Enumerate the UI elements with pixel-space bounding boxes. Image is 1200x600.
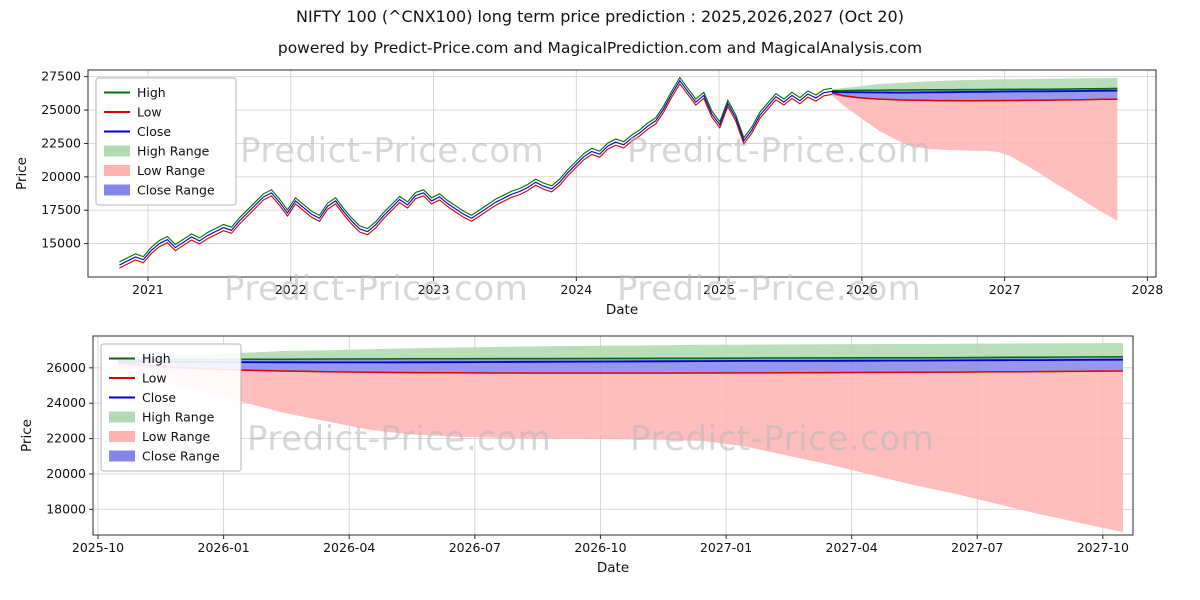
y-tick-label: 15000: [41, 236, 81, 251]
legend-label: Close Range: [142, 449, 220, 464]
legend-label: High Range: [137, 144, 210, 159]
legend-label: Low: [142, 371, 167, 386]
legend-label: Close Range: [137, 183, 215, 198]
page-subtitle: powered by Predict-Price.com and Magical…: [277, 39, 923, 57]
legend-swatch-low-range: [109, 431, 135, 442]
legend-swatch-high-range: [104, 145, 130, 157]
high-range-band: [118, 343, 1124, 360]
x-tick-label: 2027-07: [951, 540, 1003, 555]
legend-swatch-high-range: [109, 411, 135, 423]
legend-label: Close: [142, 390, 176, 405]
legend-label: High Range: [142, 410, 215, 425]
x-tick-label: 2027-01: [700, 540, 752, 555]
legend-swatch-close-range: [109, 450, 135, 462]
x-tick-label: 2023: [418, 282, 450, 297]
legend: High Low Close High Range Low Range Close Ran…: [95, 77, 237, 206]
x-axis-label: Date: [597, 560, 629, 576]
legend-label: Close: [137, 124, 171, 139]
legend-swatch-low-range: [104, 165, 130, 176]
legend-label: Low: [137, 105, 162, 120]
low-range-band: [831, 92, 1118, 221]
y-tick-label: 26000: [46, 360, 86, 375]
y-tick-label: 20000: [46, 466, 86, 481]
y-tick-label: 22000: [46, 431, 86, 446]
x-tick-label: 2022: [275, 282, 307, 297]
legend-box: [100, 343, 242, 472]
x-tick-label: 2024: [560, 282, 592, 297]
x-tick-label: 2026-04: [323, 540, 375, 555]
x-tick-label: 2027: [989, 282, 1021, 297]
page-title: NIFTY 100 (^CNX100) long term price pred…: [296, 7, 904, 26]
predicted-low-line: [118, 361, 1124, 374]
legend-label: Low Range: [142, 429, 211, 444]
predicted-close-line: [831, 89, 1118, 94]
y-tick-label: 24000: [46, 395, 86, 410]
y-tick-label: 22500: [41, 135, 81, 150]
predicted-high-line: [118, 356, 1124, 361]
legend-label: High: [137, 85, 166, 100]
predicted-low-line: [831, 91, 1118, 102]
x-tick-label: 2026: [846, 282, 878, 297]
historical-close-line: [119, 79, 832, 266]
y-axis-label: Price: [14, 157, 30, 190]
legend: High Low Close High Range Low Range Close Ran…: [100, 343, 242, 472]
legend-swatch-close-range: [104, 184, 130, 196]
historical-high-line: [119, 76, 832, 263]
x-tick-label: 2027-04: [826, 540, 878, 555]
x-axis-label: Date: [606, 302, 638, 318]
y-axis-label: Price: [19, 419, 35, 452]
y-tick-label: 18000: [46, 501, 86, 516]
x-tick-label: 2026-10: [574, 540, 626, 555]
y-tick-label: 25000: [41, 102, 81, 117]
plot-border: [92, 335, 1134, 536]
x-tick-label: 2028: [1132, 282, 1164, 297]
x-tick-label: 2026-01: [198, 540, 250, 555]
x-tick-label: 2025-10: [72, 540, 124, 555]
chart-full-history: 2021 2022 2023 2024 2025 2026 2027 2028 15000 175…: [14, 69, 1163, 318]
legend-box: [95, 77, 237, 206]
y-tick-label: 27500: [41, 69, 81, 84]
low-range-band: [118, 362, 1124, 533]
x-tick-label: 2025: [703, 282, 735, 297]
plot-border: [87, 69, 1157, 278]
grid-lines: [88, 70, 1156, 277]
x-tick-label: 2026-07: [449, 540, 501, 555]
historical-low-line: [119, 82, 832, 269]
y-tick-label: 20000: [41, 169, 81, 184]
axes-ticks: 2025-10 2026-01 2026-04 2026-07 2026-10 2027-…: [46, 360, 1129, 555]
predicted-high-line: [831, 87, 1118, 92]
x-tick-label: 2021: [132, 282, 164, 297]
chart-prediction-zoom: 2025-10 2026-01 2026-04 2026-07 2026-10 2027-…: [19, 335, 1134, 576]
axes-ticks: 2021 2022 2023 2024 2025 2026 2027 2028 15000 175…: [41, 69, 1163, 297]
y-tick-label: 17500: [41, 202, 81, 217]
x-tick-label: 2027-10: [1077, 540, 1129, 555]
predicted-close-line: [118, 358, 1124, 364]
legend-label: High: [142, 351, 171, 366]
legend-label: Low Range: [137, 163, 206, 178]
high-range-band: [831, 78, 1118, 91]
